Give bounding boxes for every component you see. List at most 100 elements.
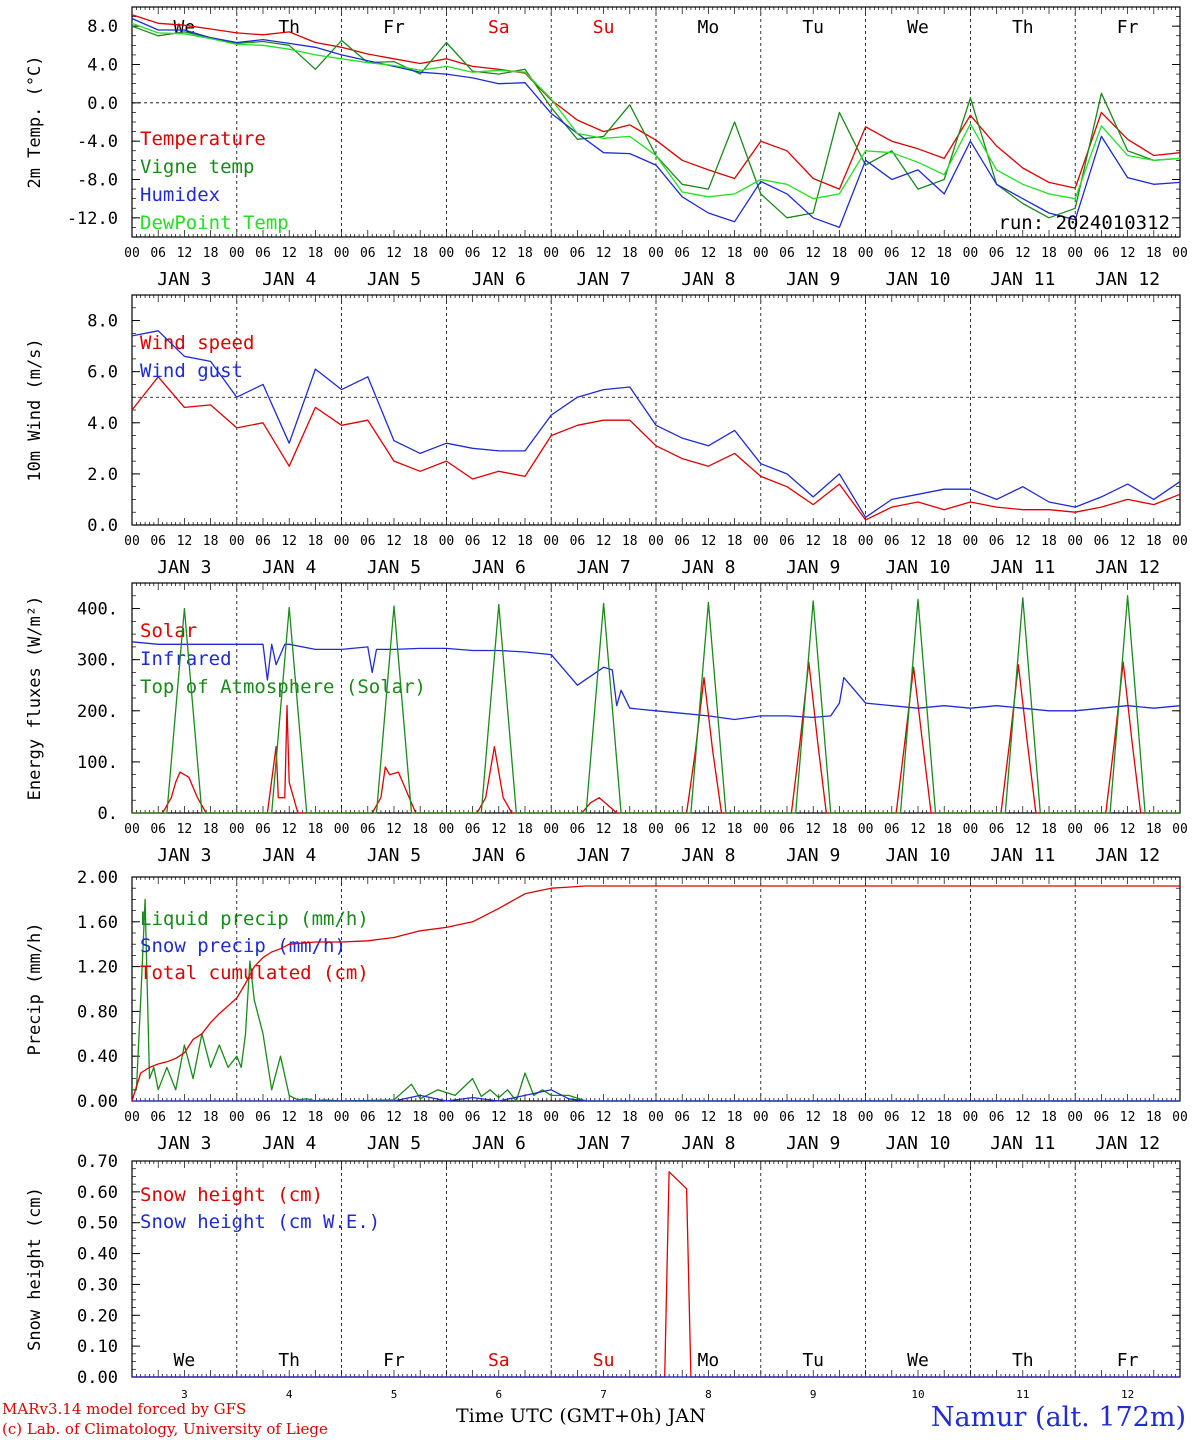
- hour-tick-label: 12: [596, 822, 612, 837]
- hour-tick-label: 12: [596, 534, 612, 549]
- hour-tick-label: 06: [1094, 822, 1110, 837]
- legend-label: Snow height (cm W.E.): [140, 1211, 380, 1233]
- hour-tick-label: 12: [177, 822, 193, 837]
- hour-tick-label: 12: [386, 246, 402, 261]
- hour-tick-label: 00: [439, 246, 455, 261]
- x-axis-title: Time UTC (GMT+0h) JAN: [456, 1405, 706, 1427]
- day-of-week-label: Th: [1012, 17, 1034, 38]
- hour-tick-label: 12: [1120, 534, 1136, 549]
- hour-tick-label: 06: [884, 246, 900, 261]
- y-tick-label: -4.0: [77, 132, 118, 152]
- day-number-label: 10: [911, 1388, 924, 1401]
- y-tick-label: 4.0: [87, 56, 118, 76]
- hour-tick-label: 18: [727, 1110, 743, 1125]
- day-of-week-label: We: [174, 1350, 196, 1371]
- hour-tick-label: 18: [1146, 1110, 1162, 1125]
- date-label: JAN 4: [262, 557, 316, 578]
- date-label: JAN 10: [885, 269, 950, 290]
- hour-tick-label: 06: [570, 1110, 586, 1125]
- day-number-label: 6: [495, 1388, 502, 1401]
- day-of-week-label: Fr: [383, 17, 405, 38]
- y-axis-title: 10m Wind (m/s): [25, 338, 45, 481]
- y-tick-label: 100.: [77, 753, 118, 773]
- hour-tick-label: 18: [203, 1110, 219, 1125]
- y-axis-title: Energy fluxes (W/m²): [25, 596, 45, 801]
- hour-tick-label: 06: [570, 534, 586, 549]
- hour-tick-label: 00: [648, 822, 664, 837]
- date-label: JAN 3: [157, 845, 211, 866]
- hour-tick-label: 06: [570, 246, 586, 261]
- hour-tick-label: 06: [465, 1110, 481, 1125]
- hour-tick-label: 18: [1041, 1110, 1057, 1125]
- hour-tick-label: 06: [1094, 246, 1110, 261]
- hour-tick-label: 00: [543, 822, 559, 837]
- day-of-week-label: Su: [593, 1350, 615, 1371]
- hour-tick-label: 00: [753, 822, 769, 837]
- legend-label: Snow precip (mm/h): [140, 935, 346, 957]
- hour-tick-label: 18: [832, 534, 848, 549]
- hour-tick-label: 18: [412, 534, 428, 549]
- hour-tick-label: 12: [805, 822, 821, 837]
- hour-tick-label: 00: [229, 246, 245, 261]
- hour-tick-label: 18: [622, 822, 638, 837]
- series-line-temperature: [131, 14, 1181, 190]
- y-tick-label: 200.: [77, 702, 118, 722]
- hour-tick-label: 12: [701, 534, 717, 549]
- date-label: JAN 7: [577, 557, 631, 578]
- y-tick-label: 0.60: [77, 1183, 118, 1203]
- hour-tick-label: 00: [543, 534, 559, 549]
- hour-tick-label: 06: [360, 822, 376, 837]
- date-label: JAN 4: [262, 269, 316, 290]
- hour-tick-label: 12: [386, 1110, 402, 1125]
- hour-tick-label: 18: [1041, 534, 1057, 549]
- hour-tick-label: 00: [858, 1110, 874, 1125]
- hour-tick-label: 06: [674, 822, 690, 837]
- day-number-label: 5: [391, 1388, 398, 1401]
- date-label: JAN 8: [681, 557, 735, 578]
- hour-tick-label: 06: [779, 1110, 795, 1125]
- y-tick-label: -12.0: [67, 209, 118, 229]
- hour-tick-label: 06: [150, 822, 166, 837]
- hour-tick-label: 06: [674, 246, 690, 261]
- legend-label: Humidex: [140, 184, 220, 206]
- date-label: JAN 7: [577, 269, 631, 290]
- day-of-week-label: Fr: [1117, 1350, 1139, 1371]
- hour-tick-label: 06: [674, 534, 690, 549]
- hour-tick-label: 00: [1067, 1110, 1083, 1125]
- date-label: JAN 7: [577, 845, 631, 866]
- day-of-week-label: Fr: [383, 1350, 405, 1371]
- hour-tick-label: 00: [648, 534, 664, 549]
- hour-tick-label: 00: [858, 246, 874, 261]
- date-label: JAN 5: [367, 1133, 421, 1154]
- hour-tick-label: 12: [910, 1110, 926, 1125]
- hour-tick-label: 12: [177, 246, 193, 261]
- day-of-week-label: Sa: [488, 1350, 510, 1371]
- hour-tick-label: 00: [648, 246, 664, 261]
- y-tick-label: 400.: [77, 600, 118, 620]
- date-label: JAN 11: [990, 269, 1055, 290]
- hour-tick-label: 18: [412, 246, 428, 261]
- date-label: JAN 4: [262, 1133, 316, 1154]
- hour-tick-label: 12: [386, 534, 402, 549]
- hour-tick-label: 00: [753, 534, 769, 549]
- hour-tick-label: 18: [203, 534, 219, 549]
- date-label: JAN 6: [472, 1133, 526, 1154]
- hour-tick-label: 00: [1172, 1110, 1188, 1125]
- hour-tick-label: 12: [701, 1110, 717, 1125]
- hour-tick-label: 00: [229, 534, 245, 549]
- hour-tick-label: 06: [255, 534, 271, 549]
- legend-label: Wind speed: [140, 332, 254, 354]
- hour-tick-label: 18: [727, 246, 743, 261]
- hour-tick-label: 00: [1172, 534, 1188, 549]
- hour-tick-label: 06: [1094, 1110, 1110, 1125]
- hour-tick-label: 00: [124, 1110, 140, 1125]
- hour-tick-label: 00: [334, 534, 350, 549]
- date-label: JAN 11: [990, 557, 1055, 578]
- hour-tick-label: 06: [360, 1110, 376, 1125]
- hour-tick-label: 18: [1146, 534, 1162, 549]
- hour-tick-label: 06: [465, 246, 481, 261]
- hour-tick-label: 12: [1120, 246, 1136, 261]
- hour-tick-label: 00: [963, 1110, 979, 1125]
- date-label: JAN 12: [1095, 557, 1160, 578]
- hour-tick-label: 06: [674, 1110, 690, 1125]
